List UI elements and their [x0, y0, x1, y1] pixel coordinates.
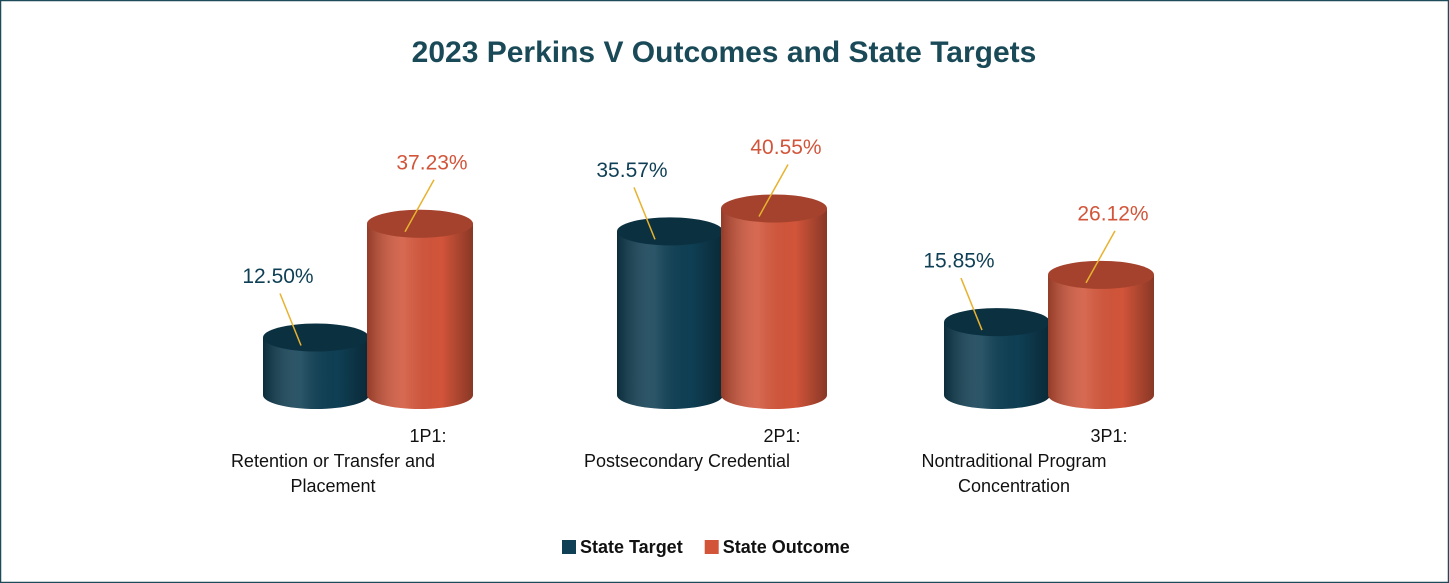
leader-line [1085, 230, 1116, 284]
cylinder-top [263, 323, 369, 352]
value-label: 12.50% [242, 265, 313, 288]
leader-line [960, 277, 983, 331]
cylinder-top-shade [263, 323, 369, 352]
cylinder-top-shade [367, 209, 473, 238]
leader-line [279, 293, 302, 346]
x-tick-label: 3P1: Nontraditional Program Concentration [921, 426, 1127, 496]
legend-swatch [704, 540, 719, 554]
cylinder-shade [367, 223, 473, 409]
leader-line [633, 187, 656, 240]
legend-label: State Outcome [723, 537, 850, 557]
leader-line [404, 179, 435, 233]
bar [721, 194, 827, 409]
cylinder-top-shade [617, 217, 723, 246]
x-tick-label: 2P1: Postsecondary Credential [584, 426, 801, 471]
legend-swatch [562, 540, 576, 554]
value-label: 35.57% [596, 159, 667, 182]
bar [617, 217, 723, 409]
cylinder-top [1048, 260, 1154, 289]
cylinder-top [367, 209, 473, 238]
chart-title: 2023 Perkins V Outcomes and State Target… [412, 36, 1037, 69]
value-label: 37.23% [396, 151, 467, 174]
x-tick-label: 1P1: Retention or Transfer and Placement [231, 426, 447, 496]
cylinder-shade [944, 322, 1050, 409]
cylinder-top [721, 194, 827, 223]
cylinder-top-shade [944, 308, 1050, 337]
bar [1048, 260, 1154, 409]
cylinder-top [944, 308, 1050, 337]
value-label: 26.12% [1077, 202, 1148, 225]
bar [367, 209, 473, 409]
cylinder-top-shade [1048, 260, 1154, 289]
bar [263, 323, 369, 409]
cylinder-top [617, 217, 723, 246]
value-label: 40.55% [750, 136, 821, 159]
cylinder-shade [263, 337, 369, 409]
bar [944, 308, 1050, 409]
cylinder-shade [721, 208, 827, 409]
cylinder-shade [1048, 274, 1154, 409]
legend-label: State Target [580, 537, 683, 557]
value-label: 15.85% [923, 250, 994, 273]
cylinder-shade [617, 231, 723, 409]
cylinder-top-shade [721, 194, 827, 223]
leader-line [758, 164, 789, 217]
